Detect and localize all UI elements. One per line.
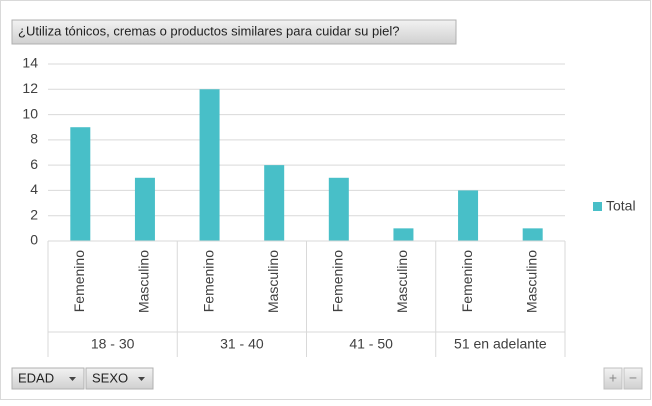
bar — [522, 228, 543, 241]
legend-label: Total — [606, 198, 636, 214]
dropdown-arrow — [138, 377, 145, 381]
field-button[interactable] — [85, 367, 154, 390]
bar — [134, 177, 155, 241]
x-tick-label: Femenino — [459, 250, 475, 312]
field-label: EDAD — [18, 370, 54, 385]
chart-title: ¿Utiliza tónicos, cremas o productos sim… — [18, 23, 400, 38]
x-tick-label: Femenino — [71, 250, 87, 312]
legend-swatch — [593, 202, 602, 211]
y-tick-label: 14 — [22, 55, 38, 71]
y-tick-label: 2 — [30, 206, 38, 222]
field-label: SEXO — [92, 370, 128, 385]
bar — [328, 177, 349, 241]
group-label: 51 en adelante — [454, 336, 547, 352]
y-tick-label: 4 — [30, 181, 38, 197]
field-button[interactable] — [11, 367, 85, 390]
y-tick-label: 6 — [30, 156, 38, 172]
y-tick-label: 12 — [22, 80, 38, 96]
x-tick-label: Masculino — [523, 250, 539, 313]
bar — [264, 165, 285, 241]
y-tick-label: 10 — [22, 105, 38, 121]
bar — [393, 228, 414, 241]
bar — [70, 127, 91, 241]
zoom-button[interactable] — [623, 367, 643, 390]
group-label: 18 - 30 — [91, 336, 135, 352]
y-tick-label: 0 — [30, 232, 38, 248]
x-tick-label: Masculino — [136, 250, 152, 313]
x-tick-label: Masculino — [394, 250, 410, 313]
x-tick-label: Masculino — [265, 250, 281, 313]
x-tick-label: Femenino — [330, 250, 346, 312]
zoom-label: − — [629, 370, 637, 386]
group-label: 41 - 50 — [349, 336, 393, 352]
group-label: 31 - 40 — [220, 336, 264, 352]
y-tick-label: 8 — [30, 131, 38, 147]
zoom-button[interactable] — [603, 367, 623, 390]
title-box — [11, 19, 457, 45]
dropdown-arrow — [69, 377, 76, 381]
bar — [199, 89, 220, 242]
x-tick-label: Femenino — [200, 250, 216, 312]
bar — [458, 190, 479, 241]
zoom-label: + — [609, 370, 617, 386]
